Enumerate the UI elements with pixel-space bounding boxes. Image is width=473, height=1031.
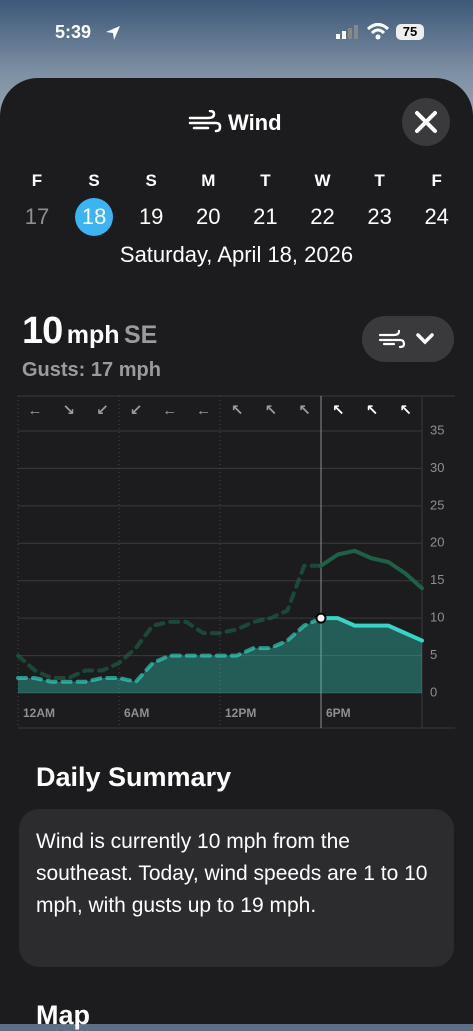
y-tick-label: 5 [430, 647, 437, 662]
direction-arrow: ← [196, 402, 211, 419]
wind-chart: 0 5 10 15 20 25 30 35 12AM 6AM 12PM 6PM ← ↘ ↙ ↙ ← ← ↖ ↖ ↖ ↖ ↖ ↖ [16, 395, 455, 729]
day-date[interactable]: 17 [24, 204, 50, 229]
header-title: Wind [228, 110, 282, 135]
day-letter: S [145, 171, 157, 190]
day-letter: S [88, 171, 100, 190]
direction-arrow: ↖ [231, 402, 244, 419]
metric-picker-icon [378, 329, 434, 349]
status-time: 5:39 [55, 22, 92, 42]
now-dot [315, 612, 327, 624]
close-icon [415, 111, 437, 133]
day-letter: F [31, 171, 43, 190]
y-tick-label: 25 [430, 497, 444, 512]
y-tick-label: 10 [430, 610, 444, 625]
day-letter: F [431, 171, 442, 190]
day-date[interactable]: 18 [75, 198, 114, 236]
wind-icon [188, 110, 222, 133]
y-tick-label: 20 [430, 535, 444, 550]
day-date[interactable]: 22 [310, 204, 335, 229]
direction-arrow: ↖ [332, 402, 345, 419]
gust-line [16, 563, 323, 681]
day-date[interactable]: 20 [196, 204, 221, 229]
x-tick-label: 6AM [124, 706, 149, 720]
x-tick-label: 12PM [225, 706, 256, 720]
day-letter: T [260, 171, 271, 190]
direction-arrow: ↙ [96, 402, 109, 419]
y-tick-label: 30 [430, 460, 444, 475]
wind-line [16, 616, 323, 684]
wind-direction: SE [123, 321, 158, 349]
day-letter: W [314, 171, 331, 190]
y-tick-label: 0 [430, 684, 437, 699]
direction-arrow: ← [28, 402, 43, 419]
summary-title: Daily Summary [36, 762, 232, 792]
metric-picker[interactable] [362, 316, 454, 362]
y-tick-label: 35 [430, 422, 444, 437]
direction-arrow: ↘ [62, 402, 75, 419]
day-date[interactable]: 24 [424, 204, 449, 229]
summary-text: Wind is currently 10 mph from the southe… [36, 830, 428, 917]
y-tick-label: 15 [430, 572, 444, 587]
wind-unit: mph [66, 321, 120, 349]
current-wind: 10 mph SE [22, 310, 157, 353]
summary-card: Wind is currently 10 mph from the southe… [19, 809, 454, 967]
day-date[interactable]: 21 [253, 204, 278, 229]
close-button[interactable] [402, 98, 450, 146]
day-date[interactable]: 23 [367, 204, 392, 229]
wifi-icon [366, 23, 390, 40]
gusts: Gusts: 17 mph [22, 359, 161, 381]
x-tick-label: 12AM [23, 706, 55, 720]
wind-speed: 10 [22, 310, 63, 352]
map-title: Map [36, 1000, 90, 1030]
day-date[interactable]: 19 [138, 204, 164, 229]
direction-arrow: ↙ [130, 402, 143, 419]
direction-arrow: ↖ [298, 402, 311, 419]
direction-arrow: ↖ [366, 402, 379, 419]
direction-arrow: ← [162, 402, 177, 419]
gust-line [319, 548, 424, 591]
selected-date: Saturday, April 18, 2026 [119, 242, 354, 267]
direction-arrow: ↖ [265, 402, 278, 419]
day-letter: M [201, 171, 216, 190]
wind-line [319, 616, 424, 643]
x-tick-label: 6PM [326, 706, 351, 720]
signal-icon [336, 25, 358, 39]
day-letter: T [374, 171, 385, 190]
direction-arrow: ↖ [399, 402, 412, 419]
battery: 75 [396, 24, 424, 40]
location-icon [106, 26, 120, 40]
